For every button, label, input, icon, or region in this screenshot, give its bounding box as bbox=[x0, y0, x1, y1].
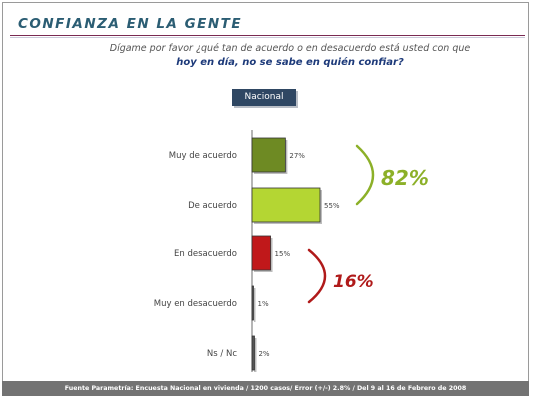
data-label: 55% bbox=[324, 202, 340, 210]
category-label: Ns / Nc bbox=[207, 349, 237, 359]
category-label: En desacuerdo bbox=[174, 249, 237, 259]
data-label: 27% bbox=[289, 152, 305, 160]
annotation-disagree: 16% bbox=[333, 272, 374, 292]
title-rule bbox=[10, 35, 525, 36]
data-label: 2% bbox=[258, 350, 269, 358]
data-label: 15% bbox=[275, 250, 291, 258]
bar-shadow bbox=[254, 288, 256, 322]
survey-question: Dígame por favor ¿qué tan de acuerdo o e… bbox=[109, 43, 471, 54]
bar bbox=[251, 137, 286, 173]
title-rule-light bbox=[10, 37, 525, 38]
category-label: Muy en desacuerdo bbox=[154, 299, 237, 309]
scope-tab-nacional[interactable]: Nacional bbox=[232, 89, 296, 106]
page-title: CONFIANZA EN LA GENTE bbox=[18, 16, 243, 32]
annotation-agree: 82% bbox=[381, 166, 429, 190]
survey-question-emphasis: hoy en día, no se sabe en quién confiar? bbox=[176, 57, 404, 68]
bar bbox=[251, 285, 254, 321]
category-label: De acuerdo bbox=[188, 201, 237, 211]
data-label: 1% bbox=[258, 300, 269, 308]
bar bbox=[251, 235, 271, 271]
bar-shadow bbox=[254, 338, 257, 372]
category-label: Muy de acuerdo bbox=[169, 151, 237, 161]
bar bbox=[251, 187, 321, 223]
bracket-agree bbox=[355, 144, 375, 206]
bracket-disagree bbox=[307, 248, 327, 304]
source-footer: Fuente Parametría: Encuesta Nacional en … bbox=[2, 381, 529, 396]
bar bbox=[251, 335, 255, 371]
